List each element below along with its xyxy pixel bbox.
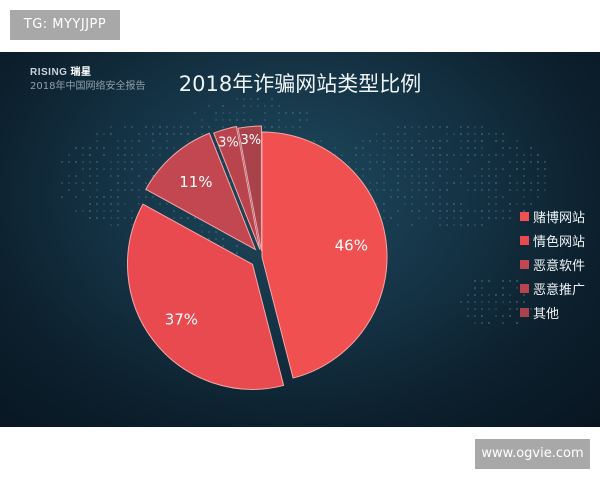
chart-legend: 赌博网站情色网站恶意软件恶意推广其他 [520, 204, 585, 324]
legend-swatch [520, 235, 529, 245]
watermark-top: TG: MYYJJPP [10, 10, 120, 40]
legend-swatch [520, 283, 529, 293]
legend-item-1: 赌博网站 [520, 204, 585, 228]
watermark-bottom: www.ogvie.com [475, 439, 590, 469]
legend-label: 其他 [533, 306, 560, 322]
legend-item-2: 情色网站 [520, 228, 585, 252]
brand-logo-en: RISING [30, 67, 68, 78]
legend-item-4: 恶意推广 [520, 276, 585, 300]
pie-slice-5 [237, 125, 262, 252]
legend-swatch [520, 211, 529, 221]
legend-swatch [520, 259, 529, 269]
report-subtitle: 2018年中国网络安全报告 [30, 81, 146, 92]
legend-item-3: 恶意软件 [520, 252, 585, 276]
pie-slice-4 [213, 125, 261, 250]
legend-label: 恶意推广 [533, 282, 586, 298]
brand-logo-cn: 瑞星 [70, 67, 92, 78]
legend-label: 情色网站 [533, 234, 586, 250]
pie-label-3: 11% [179, 173, 212, 191]
legend-label: 恶意软件 [533, 258, 586, 274]
brand-logo: RISING 瑞星 [30, 63, 91, 78]
pie-slice-3 [145, 132, 257, 251]
legend-swatch [520, 307, 529, 317]
pie-slice-2 [127, 203, 285, 390]
legend-label: 赌博网站 [533, 210, 586, 226]
pie-chart: 46% 37% 11% 3% 3% [127, 125, 388, 390]
legend-item-5: 其他 [520, 300, 585, 324]
chart-title: 2018年诈骗网站类型比例 [178, 72, 422, 96]
pie-slice-1 [261, 131, 388, 379]
pie-label-4: 3% [218, 135, 239, 150]
pie-label-2: 37% [165, 311, 198, 329]
chart-panel: RISING 瑞星 2018年中国网络安全报告 2018年诈骗网站类型比例 46%… [0, 52, 600, 427]
pie-label-1: 46% [335, 237, 368, 255]
pie-label-5: 3% [241, 133, 262, 148]
